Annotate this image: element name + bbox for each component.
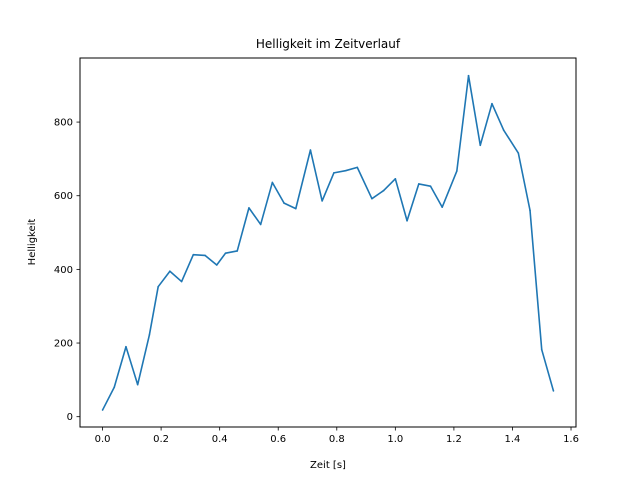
data-point <box>356 166 359 169</box>
data-point <box>429 185 432 187</box>
x-tick-label: 1.4 <box>505 434 521 445</box>
x-axis-ticks: 0.0 0.2 0.4 0.6 0.8 1.0 1.2 1.4 1.6 <box>95 427 579 445</box>
data-point <box>236 250 239 252</box>
y-tick-label: 400 <box>54 265 73 276</box>
x-tick-label: 1.0 <box>387 434 403 445</box>
data-point <box>136 383 139 386</box>
data-point <box>394 177 397 180</box>
data-point <box>113 386 116 389</box>
y-tick-label: 0 <box>67 412 73 423</box>
data-point <box>204 254 206 257</box>
y-axis-label: Helligkeit <box>27 219 38 266</box>
data-point <box>101 409 104 411</box>
data-point <box>157 285 159 288</box>
data-point <box>371 197 373 200</box>
axes-frame <box>79 57 577 428</box>
data-point <box>192 253 195 256</box>
data-point <box>502 129 505 131</box>
data-point <box>309 149 312 151</box>
x-tick-label: 0.0 <box>95 434 111 445</box>
x-axis-label: Zeit [s] <box>310 460 346 471</box>
data-point <box>283 202 285 204</box>
x-tick-label: 0.8 <box>329 434 345 445</box>
series-line <box>101 74 555 411</box>
data-point <box>215 264 218 266</box>
data-point <box>479 144 482 147</box>
data-point <box>148 334 151 336</box>
data-point <box>169 270 171 273</box>
data-point <box>248 207 250 209</box>
data-point <box>456 170 458 172</box>
data-point <box>552 390 555 392</box>
data-point <box>467 74 470 77</box>
data-point <box>180 280 183 283</box>
data-point <box>441 206 443 208</box>
chart-title: Helligkeit im Zeitverlauf <box>256 37 401 51</box>
x-tick-label: 1.6 <box>563 434 579 445</box>
data-point <box>344 169 347 172</box>
data-point <box>333 172 335 174</box>
series-layer <box>101 74 555 411</box>
data-point <box>259 223 262 226</box>
y-tick-label: 800 <box>54 118 73 129</box>
data-point <box>224 252 227 254</box>
x-tick-label: 0.2 <box>153 434 169 445</box>
data-point <box>294 207 297 210</box>
data-point <box>125 345 127 348</box>
y-axis-ticks: 0 200 400 600 800 <box>54 118 80 423</box>
data-point <box>271 181 274 184</box>
y-tick-label: 600 <box>54 191 73 202</box>
data-point <box>517 152 520 154</box>
data-point <box>417 183 420 185</box>
data-point <box>491 102 493 105</box>
plot-area <box>79 57 577 428</box>
x-tick-label: 0.4 <box>212 434 228 445</box>
data-point <box>529 209 531 212</box>
x-tick-label: 0.6 <box>270 434 286 445</box>
data-point <box>406 219 408 222</box>
data-point <box>382 189 385 192</box>
y-tick-label: 200 <box>54 339 73 350</box>
data-point <box>321 200 323 202</box>
x-tick-label: 1.2 <box>446 434 462 445</box>
data-point <box>540 348 543 351</box>
